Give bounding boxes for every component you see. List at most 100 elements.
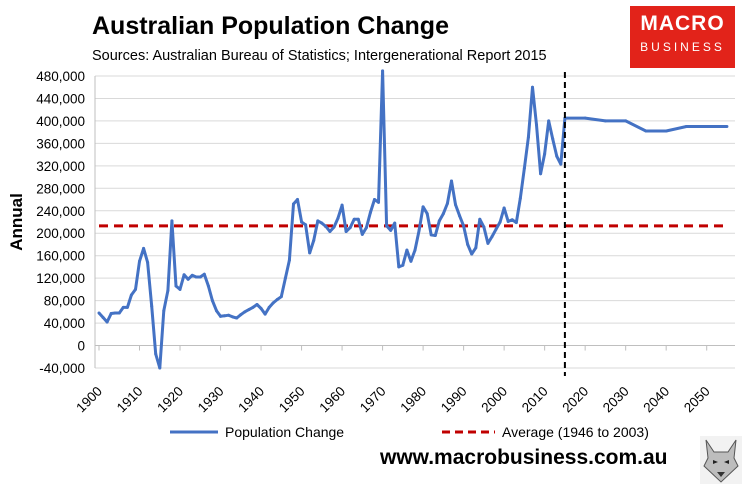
- data-point: [259, 306, 263, 310]
- data-point: [267, 305, 271, 309]
- data-point: [113, 311, 117, 315]
- data-point: [121, 305, 125, 309]
- data-point: [425, 212, 429, 216]
- data-point: [551, 137, 555, 141]
- data-point: [210, 299, 214, 303]
- data-point: [526, 135, 530, 139]
- data-point: [158, 366, 162, 370]
- x-tick-label: 1930: [195, 384, 227, 416]
- legend-label-average: Average (1946 to 2003): [502, 424, 649, 440]
- website-url[interactable]: www.macrobusiness.com.au: [380, 446, 668, 469]
- data-point: [543, 152, 547, 156]
- y-tick-label: 240,000: [36, 204, 85, 219]
- data-point: [664, 129, 668, 133]
- data-point: [316, 219, 320, 223]
- y-tick-label: 40,000: [44, 316, 85, 331]
- y-axis-label: Annual: [7, 193, 26, 251]
- x-tick-label: 2010: [519, 384, 551, 416]
- y-tick-label: 360,000: [36, 136, 85, 151]
- data-point: [231, 315, 235, 319]
- x-tick-label: 1990: [438, 384, 470, 416]
- data-point: [178, 287, 182, 291]
- y-tick-label: 80,000: [44, 294, 85, 309]
- data-point: [514, 221, 518, 225]
- data-point: [389, 228, 393, 232]
- data-point: [482, 225, 486, 229]
- data-point: [405, 248, 409, 252]
- data-point: [202, 272, 206, 276]
- data-point: [348, 226, 352, 230]
- data-point: [138, 259, 142, 263]
- data-point: [486, 241, 490, 245]
- data-point: [190, 273, 194, 277]
- data-point: [498, 220, 502, 224]
- data-point: [624, 119, 628, 123]
- data-point: [129, 293, 133, 297]
- data-point: [506, 219, 510, 223]
- data-point: [206, 284, 210, 288]
- y-tick-label: 400,000: [36, 114, 85, 129]
- data-point: [194, 275, 198, 279]
- x-tick-label: 2020: [559, 384, 591, 416]
- data-point: [684, 125, 688, 129]
- y-tick-label: 120,000: [36, 271, 85, 286]
- data-point: [332, 225, 336, 229]
- data-point: [583, 116, 587, 120]
- x-tick-label: 1960: [316, 384, 348, 416]
- data-point: [368, 210, 372, 214]
- data-point: [401, 263, 405, 267]
- data-point: [364, 226, 368, 230]
- data-point: [539, 172, 543, 176]
- data-point: [429, 233, 433, 237]
- data-point: [174, 284, 178, 288]
- y-tick-label: 200,000: [36, 226, 85, 241]
- data-point: [470, 252, 474, 256]
- data-point: [360, 232, 364, 236]
- chart-subtitle: Sources: Australian Bureau of Statistics…: [92, 48, 547, 64]
- x-tick-label: 2050: [681, 384, 713, 416]
- x-tick-label: 2000: [478, 384, 510, 416]
- data-point: [275, 297, 279, 301]
- wolf-logo-icon: [700, 436, 742, 484]
- data-point: [356, 217, 360, 221]
- data-point: [725, 125, 729, 129]
- data-point: [170, 219, 174, 223]
- data-point: [490, 235, 494, 239]
- data-point: [417, 228, 421, 232]
- data-point: [296, 198, 300, 202]
- data-point: [372, 198, 376, 202]
- data-point: [117, 311, 121, 315]
- data-point: [502, 206, 506, 210]
- data-point: [336, 216, 340, 220]
- data-point: [705, 125, 709, 129]
- data-point: [287, 258, 291, 262]
- data-point: [644, 129, 648, 133]
- data-point: [458, 214, 462, 218]
- y-tick-labels: -40,000 0 40,000 80,000 120,000 160,000 200,00…: [36, 69, 85, 376]
- data-point: [510, 218, 514, 222]
- data-point: [530, 85, 534, 89]
- data-point: [494, 227, 498, 231]
- data-point: [474, 246, 478, 250]
- y-tick-label: 160,000: [36, 249, 85, 264]
- data-point: [397, 265, 401, 269]
- data-point: [227, 313, 231, 317]
- logo-line-1: MACRO: [640, 12, 725, 35]
- data-point: [97, 311, 101, 315]
- data-point: [214, 309, 218, 313]
- y-tick-label: 320,000: [36, 159, 85, 174]
- data-point: [300, 220, 304, 224]
- data-point: [146, 260, 150, 264]
- data-point: [555, 154, 559, 158]
- data-point: [247, 308, 251, 312]
- data-point: [393, 221, 397, 225]
- data-point: [142, 246, 146, 250]
- y-tick-label: 480,000: [36, 69, 85, 84]
- data-point: [413, 248, 417, 252]
- data-point: [101, 315, 105, 319]
- data-point: [186, 277, 190, 281]
- data-point: [385, 224, 389, 228]
- data-point: [340, 203, 344, 207]
- data-point: [462, 224, 466, 228]
